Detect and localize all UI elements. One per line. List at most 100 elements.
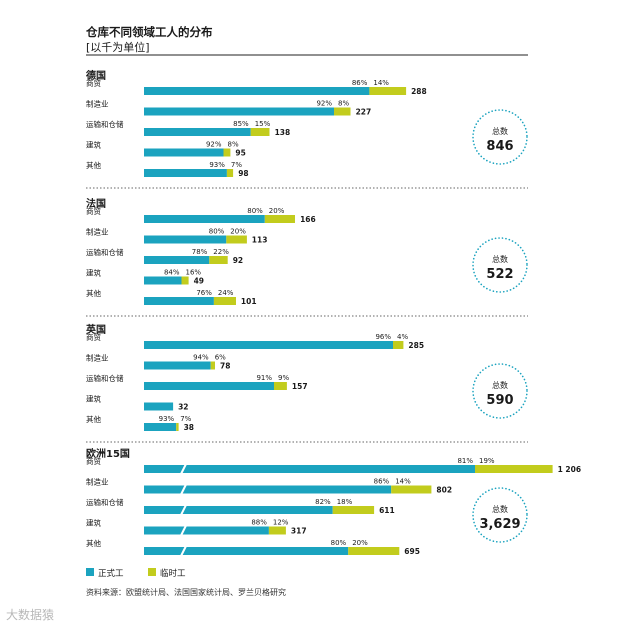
- source-note: 资料来源：欧盟统计局、法国国家统计局、罗兰贝格研究: [86, 587, 286, 597]
- total-label: 695: [404, 547, 420, 556]
- pct-label-temporary: 15%: [255, 120, 271, 128]
- pct-label-temporary: 20%: [230, 228, 246, 236]
- total-value: 3,629: [479, 517, 520, 532]
- bar-temporary: [334, 107, 351, 116]
- total-label: 138: [275, 128, 291, 137]
- pct-label-permanent: 91%: [256, 374, 272, 382]
- bar-temporary: [369, 87, 407, 95]
- axis-break-mark: [180, 504, 187, 516]
- bar-permanent: [144, 148, 224, 157]
- sector-label: 商贸: [86, 206, 101, 216]
- group-name: 英国: [85, 323, 106, 336]
- pct-label-permanent: 92%: [206, 141, 222, 149]
- pct-label-temporary: 4%: [397, 333, 408, 341]
- total-label: 92: [233, 256, 243, 265]
- bar-temporary: [348, 547, 400, 555]
- bar-permanent: [144, 361, 211, 370]
- total-label: 95: [235, 149, 245, 158]
- bar-temporary: [209, 256, 228, 264]
- pct-label-permanent: 82%: [315, 498, 331, 506]
- sector-label: 商贸: [86, 456, 101, 466]
- pct-label-permanent: 93%: [209, 161, 225, 169]
- bar-permanent: [144, 297, 214, 305]
- total-label: 101: [241, 297, 257, 306]
- total-label: 802: [436, 486, 452, 495]
- pct-label-permanent: 84%: [164, 269, 180, 277]
- bar-permanent: [144, 341, 393, 349]
- total-circle: [472, 487, 528, 543]
- bar-permanent: [144, 465, 475, 473]
- bar-permanent: [144, 107, 334, 116]
- bar-permanent: [144, 506, 333, 514]
- sector-label: 制造业: [86, 353, 109, 363]
- bar-temporary: [274, 382, 287, 390]
- pct-label-temporary: 7%: [231, 161, 242, 169]
- total-value: 846: [486, 139, 513, 154]
- axis-break-mark: [180, 545, 187, 557]
- sector-label: 其他: [86, 288, 101, 298]
- watermark: 大数据猿: [6, 608, 55, 622]
- bar-permanent: [144, 128, 251, 136]
- bar-temporary: [181, 276, 189, 285]
- total-label: 32: [178, 403, 188, 412]
- pct-label-permanent: 85%: [233, 120, 249, 128]
- total-label: 317: [291, 527, 307, 536]
- sector-label: 制造业: [86, 227, 109, 237]
- bar-permanent: [144, 485, 392, 494]
- pct-label-permanent: 93%: [159, 415, 175, 423]
- sector-label: 其他: [86, 414, 101, 424]
- legend: 正式工 临时工: [86, 568, 186, 579]
- bar-permanent: [144, 382, 274, 390]
- pct-label-temporary: 12%: [273, 519, 289, 527]
- pct-label-permanent: 92%: [316, 100, 332, 108]
- sector-label: 商贸: [86, 78, 101, 88]
- sector-label: 制造业: [86, 477, 109, 487]
- sector-label: 其他: [86, 538, 101, 548]
- total-caption: 总数: [492, 254, 508, 264]
- bar-permanent: [144, 526, 269, 535]
- sector-label: 运输和仓储: [86, 119, 124, 129]
- pct-label-permanent: 88%: [251, 519, 267, 527]
- bar-temporary: [393, 341, 404, 349]
- total-circle: [472, 237, 528, 293]
- pct-label-permanent: 86%: [374, 478, 390, 486]
- pct-label-temporary: 24%: [218, 289, 234, 297]
- legend-label-permanent: 正式工: [98, 568, 124, 579]
- pct-label-permanent: 94%: [193, 354, 209, 362]
- total-label: 611: [379, 506, 395, 515]
- sector-label: 建筑: [86, 140, 101, 150]
- bar-permanent: [144, 235, 227, 244]
- pct-label-temporary: 20%: [269, 207, 285, 215]
- bar-permanent: [144, 215, 265, 223]
- bar-permanent: [144, 402, 174, 411]
- bar-temporary: [213, 297, 236, 305]
- pct-label-temporary: 18%: [337, 498, 353, 506]
- pct-label-permanent: 80%: [331, 539, 347, 547]
- chart-subtitle: [以千为单位]: [86, 40, 150, 54]
- bar-temporary: [226, 235, 247, 244]
- total-value: 590: [486, 393, 513, 408]
- total-label: 227: [356, 108, 372, 117]
- total-label: 98: [238, 169, 248, 178]
- bar-permanent: [144, 423, 177, 431]
- bar-temporary: [210, 361, 215, 370]
- total-label: 288: [411, 87, 427, 96]
- sector-label: 其他: [86, 160, 101, 170]
- total-value: 522: [486, 267, 513, 282]
- pct-label-permanent: 81%: [457, 457, 473, 465]
- pct-label-permanent: 80%: [247, 207, 263, 215]
- pct-label-temporary: 14%: [373, 79, 389, 87]
- bar-temporary: [264, 215, 295, 223]
- sector-label: 运输和仓储: [86, 247, 124, 257]
- total-label: 49: [194, 277, 204, 286]
- pct-label-permanent: 86%: [352, 79, 368, 87]
- bar-permanent: [144, 169, 227, 177]
- pct-label-permanent: 80%: [209, 228, 225, 236]
- bar-permanent: [144, 547, 349, 555]
- total-label: 78: [220, 362, 230, 371]
- pct-label-temporary: 14%: [395, 478, 411, 486]
- sector-label: 商贸: [86, 332, 101, 342]
- sector-label: 建筑: [86, 518, 101, 528]
- group-name: 欧洲15国: [86, 447, 130, 460]
